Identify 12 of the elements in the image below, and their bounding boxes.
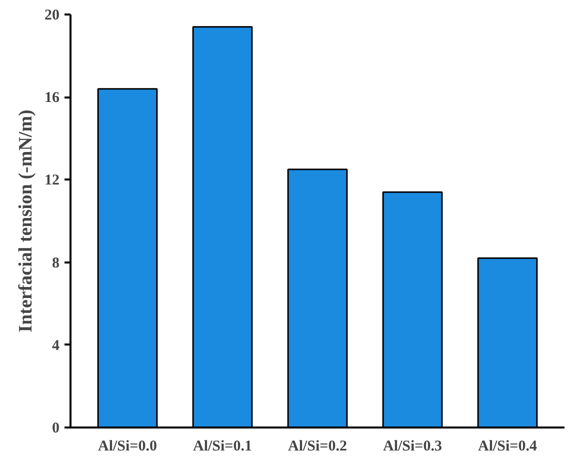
y-tick-label: 8 — [52, 255, 60, 272]
y-axis-title: Interfacial tension (-mN/m) — [16, 110, 36, 332]
x-tick-label: Al/Si=0.3 — [383, 438, 442, 454]
x-tick-label: Al/Si=0.2 — [288, 438, 347, 454]
y-tick-label: 20 — [44, 8, 60, 24]
x-tick-label: Al/Si=0.4 — [478, 438, 538, 454]
y-tick-label: 4 — [52, 338, 60, 354]
y-tick-label: 0 — [52, 420, 60, 436]
y-tick-label: 12 — [44, 172, 60, 189]
x-tick-label: Al/Si=0.1 — [193, 438, 252, 454]
x-tick-label: Al/Si=0.0 — [98, 438, 157, 454]
y-tick-label: 16 — [44, 90, 60, 106]
